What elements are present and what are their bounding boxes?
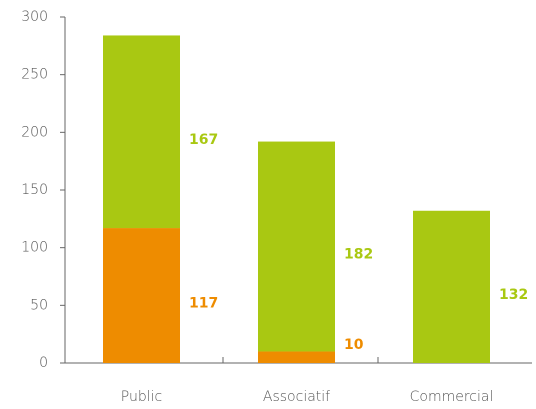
y-tick-label: 250 [21,67,48,83]
value-label: 10 [344,337,364,353]
y-tick-label: 100 [21,240,48,256]
value-label: 132 [499,287,528,303]
value-label: 182 [344,247,373,263]
y-tick-label: 0 [39,355,48,371]
x-tick-label: Commercial [410,389,494,405]
bar-segment [258,141,335,352]
y-tick-label: 150 [21,182,48,198]
bar-segment [413,210,490,363]
bar-segment [258,351,335,363]
y-tick-label: 300 [21,9,48,25]
value-label: 167 [189,132,218,148]
bar-segment [103,35,180,229]
value-label: 117 [189,296,218,312]
y-tick-label: 200 [21,124,48,140]
bar-segment [103,228,180,363]
x-tick-label: Associatif [263,389,330,405]
y-tick-label: 50 [30,297,48,313]
x-tick-label: Public [121,389,162,405]
